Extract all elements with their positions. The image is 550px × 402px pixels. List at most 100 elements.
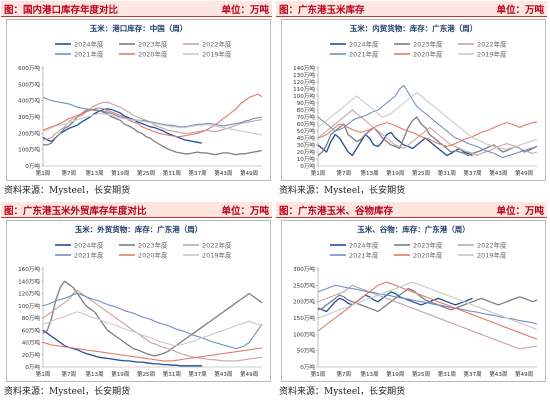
- series-line: [42, 311, 263, 347]
- y-tick-label: 0万吨: [25, 162, 40, 170]
- panel-header: 图：国内港口库存年度对比 单位：万吨: [1, 1, 272, 17]
- x-tick-label: 第25周: [137, 169, 155, 177]
- y-tick-label: 200万吨: [293, 298, 315, 306]
- series-line: [317, 281, 538, 340]
- x-tick-label: 第1周: [311, 370, 326, 378]
- panel-title: 图：广东港玉米、谷物库存: [279, 206, 394, 217]
- y-tick-label: 0万吨: [300, 363, 315, 371]
- chart-frame: 玉米：外贸货物：库存：广东港（周） 2024年度 2023年度 2022年度 2021年…: [6, 220, 271, 382]
- panel-title: 图：广东港玉米库存: [279, 5, 365, 16]
- legend-item: 2021年度: [55, 50, 104, 59]
- y-tick-label: 300万吨: [18, 113, 40, 121]
- panel-port-inventory: 图：国内港口库存年度对比 单位：万吨 玉米：港口库存：中国（周） 2024年度 20…: [0, 0, 275, 201]
- series-line: [317, 121, 538, 147]
- svg-text:2021年度: 2021年度: [349, 50, 379, 59]
- series-line: [317, 116, 538, 157]
- panel-unit: 单位：万吨: [496, 206, 544, 217]
- panel-unit: 单位：万吨: [221, 5, 269, 16]
- y-tick-label: 30万吨: [297, 141, 316, 149]
- x-tick-label: 第13周: [85, 169, 103, 177]
- svg-text:2019年度: 2019年度: [202, 251, 232, 260]
- legend-item: 2024年度: [55, 241, 104, 250]
- series-line: [317, 284, 538, 350]
- chart-title: 玉米、谷物：库存：广东港（周）: [357, 224, 470, 234]
- panel-guangdong-corn-inventory: 图：广东港玉米库存 单位：万吨 玉米：内贸货物：库存：广东港（周） 2024年度 2…: [275, 0, 550, 201]
- series-line: [42, 289, 263, 362]
- x-tick-label: 第43周: [214, 370, 232, 378]
- series-line: [317, 84, 538, 159]
- series-line: [317, 281, 538, 330]
- panel-header: 图：广东港玉米库存 单位：万吨: [276, 1, 547, 17]
- x-tick-label: 第7周: [61, 370, 76, 378]
- series-line: [42, 280, 263, 357]
- series-line: [42, 341, 263, 362]
- x-tick-label: 第19周: [111, 370, 129, 378]
- legend-item: 2023年度: [119, 40, 168, 49]
- line-chart: 玉米：内贸货物：库存：广东港（周） 2024年度 2023年度 2022年度 2021年…: [293, 23, 538, 177]
- svg-text:2021年度: 2021年度: [74, 50, 104, 59]
- panel-header: 图：广东港玉米外贸库存年度对比 单位：万吨: [1, 202, 272, 218]
- x-tick-label: 第31周: [438, 370, 456, 378]
- x-tick-label: 第19周: [386, 169, 404, 177]
- x-tick-label: 第13周: [360, 169, 378, 177]
- chart-frame: 玉米：内贸货物：库存：广东港（周） 2024年度 2023年度 2022年度 2021年…: [281, 19, 546, 181]
- x-tick-label: 第7周: [336, 169, 351, 177]
- y-tick-label: 100万吨: [18, 146, 40, 154]
- x-tick-label: 第19周: [111, 169, 129, 177]
- y-tick-label: 50万吨: [297, 347, 316, 355]
- y-tick-label: 200万吨: [18, 129, 40, 137]
- svg-text:2021年度: 2021年度: [349, 251, 379, 260]
- legend-item: 2022年度: [458, 40, 507, 49]
- y-tick-label: 40万吨: [22, 339, 41, 347]
- y-tick-label: 600万吨: [18, 64, 40, 72]
- svg-text:2021年度: 2021年度: [74, 251, 104, 260]
- line-chart: 玉米：港口库存：中国（周） 2024年度 2023年度 2022年度 2021年度 202…: [18, 23, 263, 177]
- series-line: [317, 287, 538, 313]
- legend-item: 2022年度: [183, 40, 232, 49]
- svg-text:2020年度: 2020年度: [413, 50, 443, 59]
- legend-item: 2024年度: [330, 241, 379, 250]
- source-note: 资料来源：Mysteel，长安期货: [4, 186, 131, 196]
- legend-item: 2024年度: [55, 40, 104, 49]
- series-line: [42, 93, 263, 138]
- panel-unit: 单位：万吨: [496, 5, 544, 16]
- svg-text:2020年度: 2020年度: [413, 251, 443, 260]
- svg-text:2024年度: 2024年度: [349, 241, 379, 250]
- legend-item: 2022年度: [458, 241, 507, 250]
- legend-item: 2020年度: [394, 251, 443, 260]
- series-line: [317, 109, 538, 157]
- y-tick-label: 100万吨: [293, 92, 315, 100]
- x-tick-label: 第43周: [489, 370, 507, 378]
- series-line: [42, 96, 263, 128]
- svg-text:2019年度: 2019年度: [477, 50, 507, 59]
- legend-item: 2019年度: [183, 251, 232, 260]
- y-tick-label: 160万吨: [18, 265, 40, 273]
- svg-text:2022年度: 2022年度: [477, 241, 507, 250]
- y-tick-label: 0万吨: [25, 363, 40, 371]
- y-tick-label: 120万吨: [18, 290, 40, 298]
- x-tick-label: 第31周: [163, 169, 181, 177]
- series-line: [317, 291, 473, 313]
- source-note: 资料来源：Mysteel，长安期货: [279, 387, 406, 397]
- svg-text:2019年度: 2019年度: [202, 50, 232, 59]
- y-tick-label: 140万吨: [18, 277, 40, 285]
- series-line: [42, 292, 263, 350]
- legend-item: 2023年度: [119, 241, 168, 250]
- y-tick-label: 100万吨: [293, 330, 315, 338]
- legend-item: 2022年度: [183, 241, 232, 250]
- y-tick-label: 90万吨: [297, 99, 316, 107]
- series-line: [317, 131, 473, 157]
- y-tick-label: 500万吨: [18, 80, 40, 88]
- y-tick-label: 400万吨: [18, 97, 40, 105]
- y-tick-label: 20万吨: [297, 148, 316, 156]
- x-tick-label: 第49周: [515, 169, 533, 177]
- chart-title: 玉米：外贸货物：库存：广东港（周）: [75, 224, 203, 234]
- source-note: 资料来源：Mysteel，长安期货: [4, 387, 131, 397]
- y-tick-label: 70万吨: [297, 113, 316, 121]
- x-tick-label: 第25周: [412, 169, 430, 177]
- svg-text:2023年度: 2023年度: [138, 241, 168, 250]
- y-tick-label: 130万吨: [293, 71, 315, 79]
- series-line: [42, 113, 263, 136]
- x-tick-label: 第31周: [163, 370, 181, 378]
- chart-frame: 玉米、谷物：库存：广东港（周） 2024年度 2023年度 2022年度 2021年度 2…: [281, 220, 546, 382]
